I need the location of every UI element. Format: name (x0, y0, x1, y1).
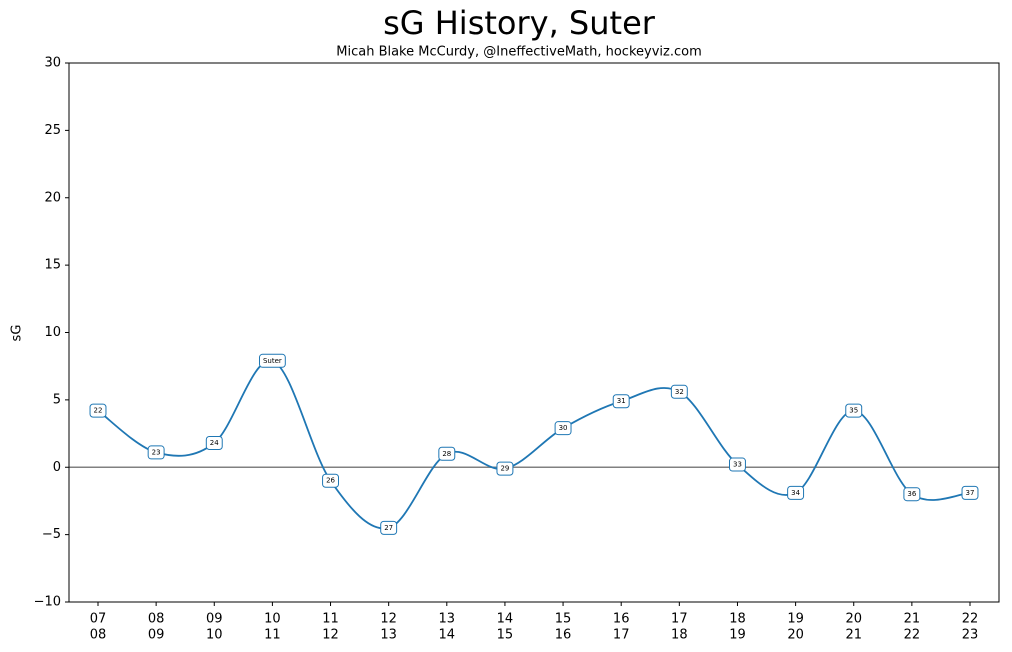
point-label: 28 (442, 450, 451, 458)
point-label-box (554, 421, 572, 436)
x-tick-label: 18 (729, 612, 746, 627)
point-label-box (729, 457, 746, 472)
x-tick-label: 19 (787, 612, 804, 627)
y-tick-label: 10 (44, 325, 61, 340)
point-label: 29 (500, 465, 509, 473)
point-label-box (89, 403, 107, 418)
point-label: 31 (617, 397, 626, 405)
x-tick-label: 11 (322, 612, 339, 627)
y-tick-label: −5 (42, 527, 61, 542)
point-label: 32 (675, 388, 684, 396)
point-label-box (205, 435, 223, 450)
x-tick-label: 12 (380, 612, 397, 627)
chart-subtitle: Micah Blake McCurdy, @IneffectiveMath, h… (336, 45, 702, 60)
x-tick-label: 15 (497, 628, 514, 643)
point-label: 22 (94, 407, 103, 415)
series-line (97, 359, 971, 530)
y-tick-label: 30 (44, 56, 61, 71)
y-axis-label: sG (10, 325, 25, 342)
point-label: 36 (907, 490, 916, 498)
point-label-box (258, 353, 286, 368)
y-tick-label: 15 (44, 258, 61, 273)
x-tick-label: 23 (962, 628, 979, 643)
plot-frame (68, 62, 1000, 603)
x-tick-label: 10 (264, 612, 281, 627)
x-tick-label: 20 (787, 628, 804, 643)
point-label: Suter (263, 357, 282, 365)
point-label: 34 (791, 489, 800, 497)
y-tick-label: 20 (44, 190, 61, 205)
x-tick-label: 15 (555, 612, 572, 627)
x-tick-label: 09 (148, 628, 165, 643)
x-tick-label: 11 (264, 628, 281, 643)
x-tick-label: 14 (497, 612, 514, 627)
x-tick-label: 18 (671, 628, 688, 643)
x-tick-label: 12 (322, 628, 339, 643)
point-label-box (322, 473, 339, 488)
y-tick-label: 5 (53, 392, 61, 407)
point-label: 33 (733, 461, 742, 469)
x-tick-label: 07 (90, 612, 107, 627)
y-tick-label: −10 (34, 595, 61, 610)
y-tick-label: 25 (44, 123, 61, 138)
x-tick-label: 20 (845, 612, 862, 627)
point-label-box (845, 403, 863, 418)
point-label-box (670, 384, 688, 399)
x-tick-label: 13 (380, 628, 397, 643)
point-label-box (380, 520, 398, 535)
x-tick-label: 10 (206, 628, 223, 643)
point-label-box (147, 445, 165, 460)
point-label-box (903, 487, 921, 502)
point-label: 37 (966, 489, 975, 497)
chart-title: sG History, Suter (383, 4, 656, 42)
point-label: 27 (384, 524, 393, 532)
point-label: 30 (559, 424, 568, 432)
point-label-box (961, 485, 979, 500)
x-tick-label: 22 (904, 628, 921, 643)
point-label-box (496, 461, 514, 476)
x-tick-label: 19 (729, 628, 746, 643)
point-label-box (438, 446, 456, 461)
x-tick-label: 16 (613, 612, 630, 627)
point-label-box (612, 394, 630, 409)
x-tick-label: 08 (148, 612, 165, 627)
x-tick-label: 17 (613, 628, 630, 643)
y-tick-label: 0 (53, 460, 61, 475)
point-label-box (787, 485, 805, 500)
x-tick-label: 22 (962, 612, 979, 627)
x-tick-label: 17 (671, 612, 688, 627)
x-tick-label: 09 (206, 612, 223, 627)
point-label: 23 (152, 448, 161, 456)
x-tick-label: 16 (555, 628, 572, 643)
x-tick-label: 08 (90, 628, 107, 643)
x-tick-label: 21 (904, 612, 921, 627)
point-label: 26 (326, 477, 335, 485)
point-label: 35 (849, 407, 858, 415)
x-tick-label: 13 (439, 612, 456, 627)
x-tick-label: 21 (845, 628, 862, 643)
point-label: 24 (210, 439, 219, 447)
x-tick-label: 14 (439, 628, 456, 643)
